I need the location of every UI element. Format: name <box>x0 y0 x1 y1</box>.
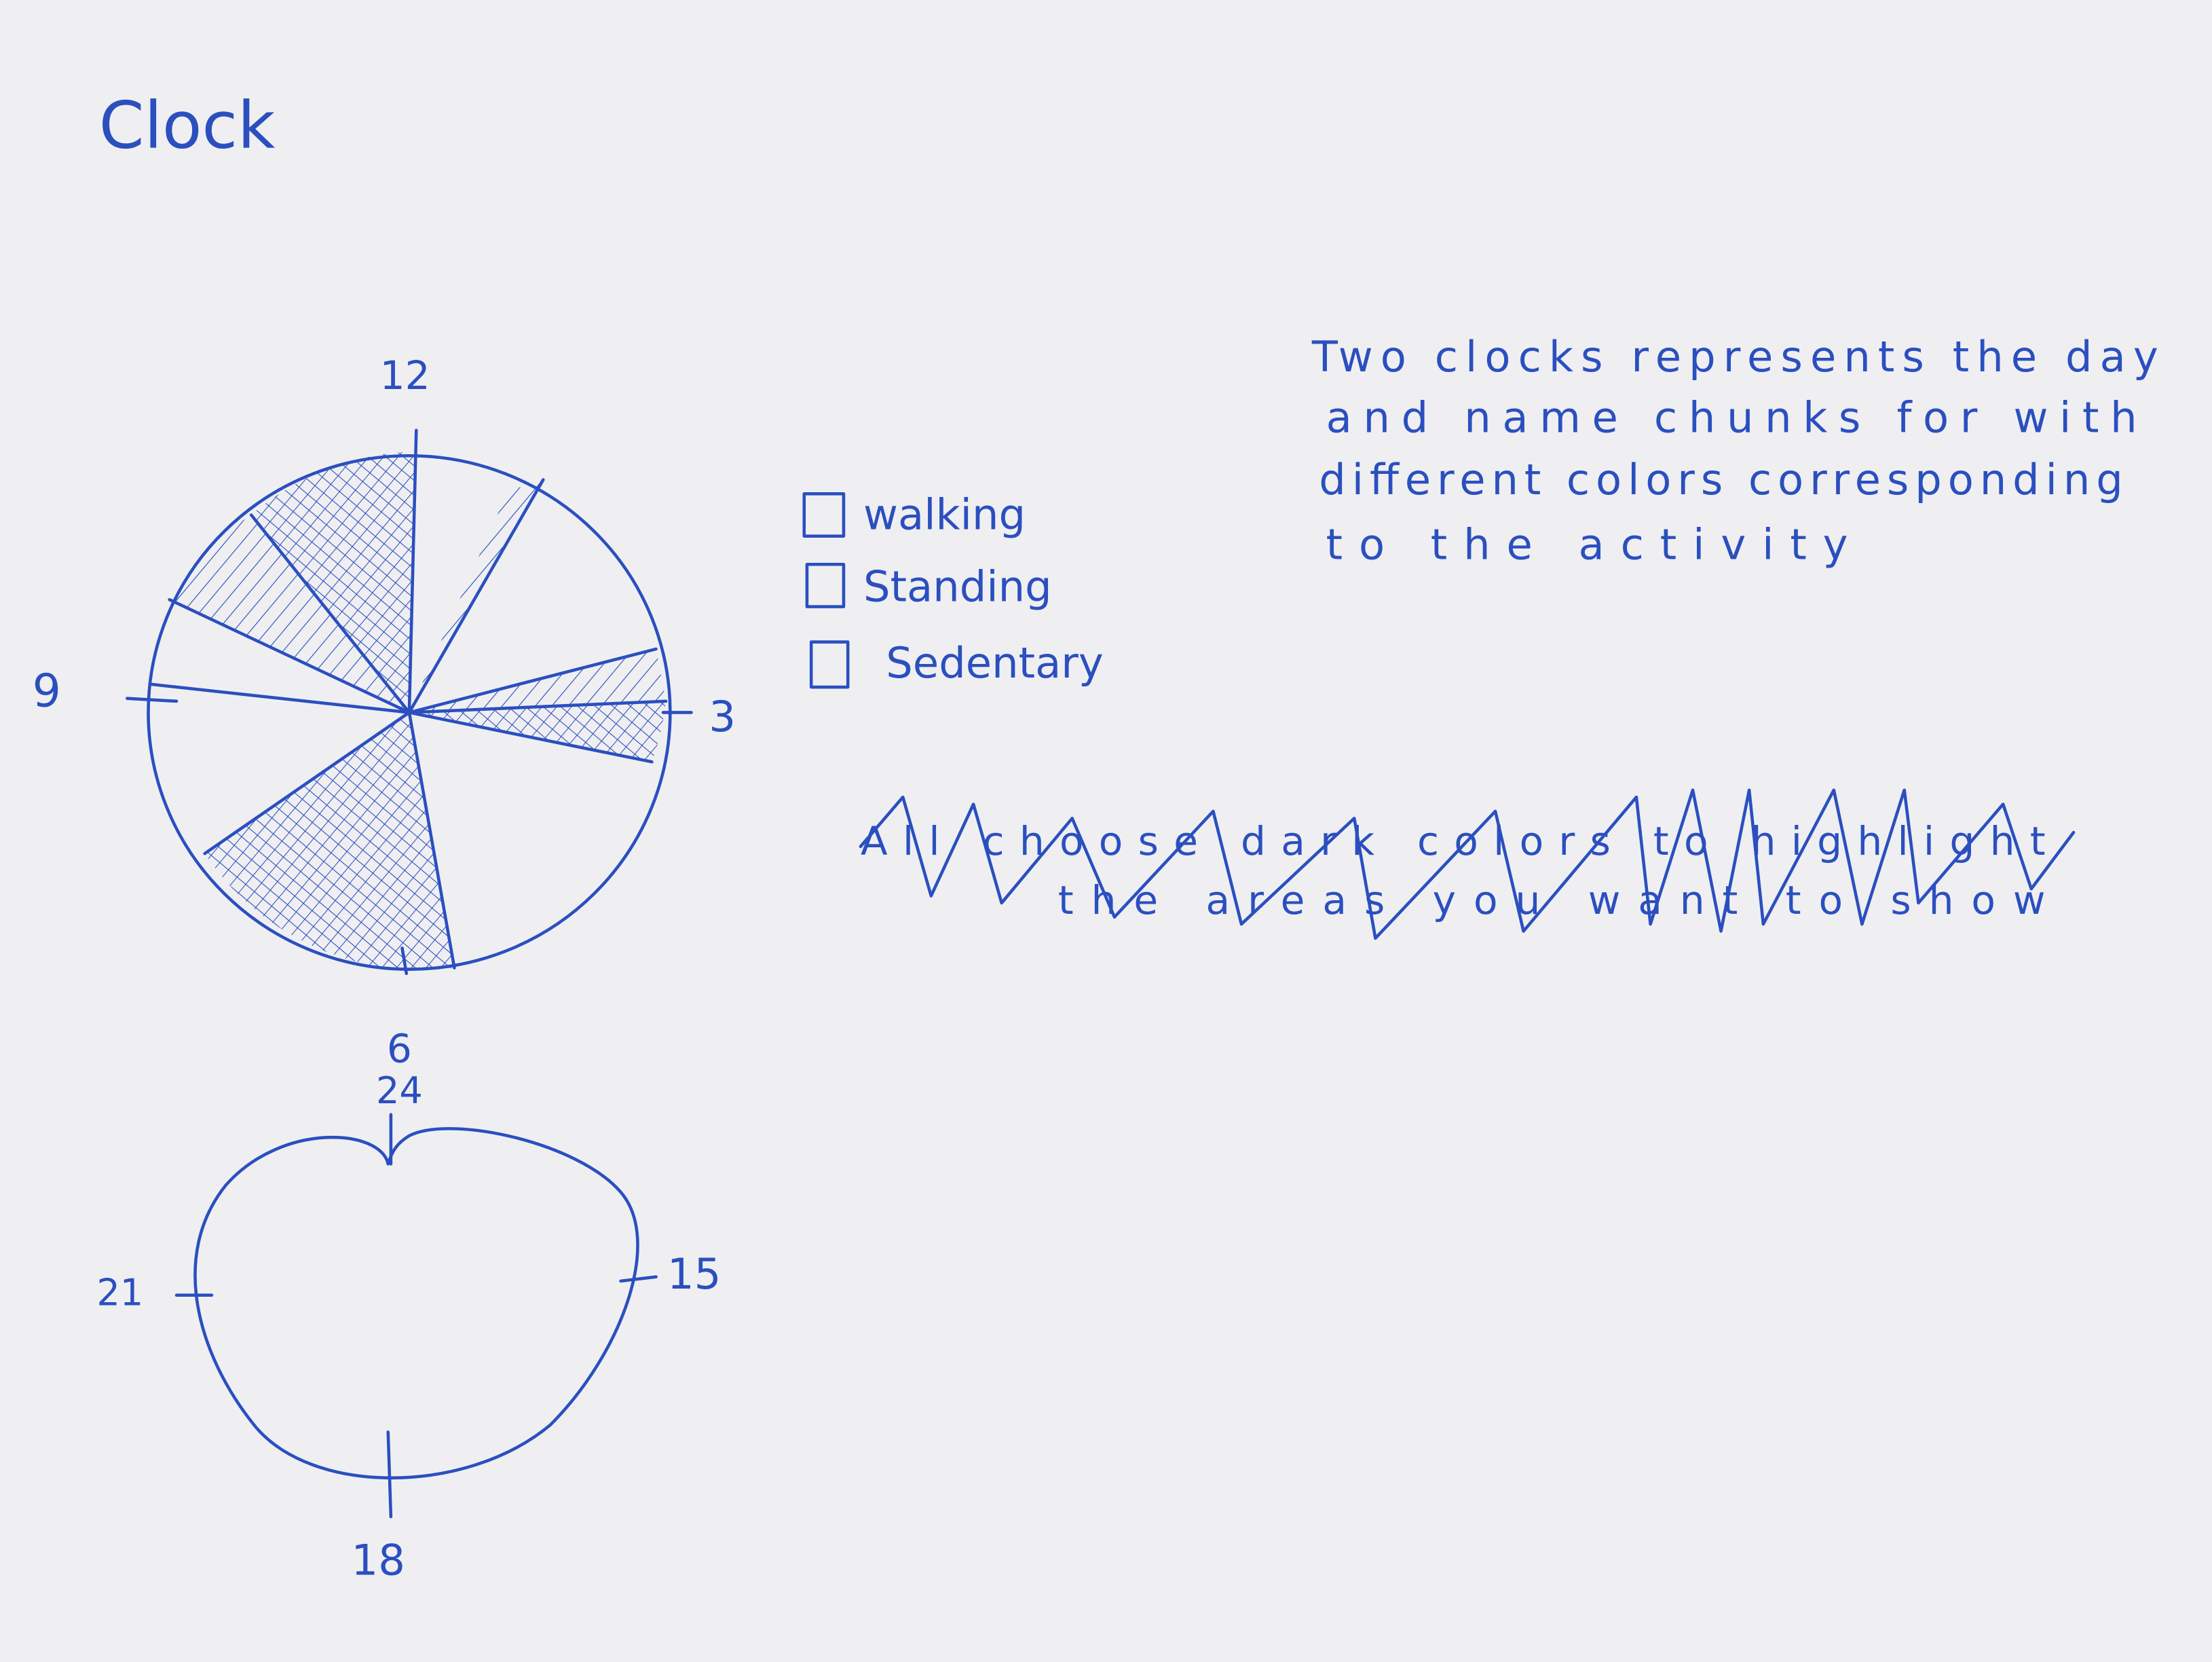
clock-label: 12 <box>380 352 430 399</box>
legend-label: Sedentary <box>886 638 1103 688</box>
clock-label: 3 <box>709 692 736 741</box>
standing-wedge <box>169 515 409 713</box>
walking-wedge <box>409 701 667 762</box>
crossed-out-note: All choose dark colors to highlight the … <box>859 788 2076 940</box>
legend-swatch <box>805 562 846 608</box>
clock-lines <box>174 1113 658 1519</box>
legend-swatch <box>802 492 846 538</box>
note-line: Two clocks represents the day <box>1311 332 2158 382</box>
legend-label: walking <box>863 490 1026 540</box>
note-line: and name chunks for with <box>1326 392 2137 442</box>
clock-label: 6 <box>387 1025 412 1071</box>
note: Two clocks represents the day and name c… <box>1311 332 2158 569</box>
clock-2: 24 15 18 21 <box>97 1069 721 1585</box>
legend-swatch <box>809 640 850 689</box>
walking-wedge <box>251 451 417 713</box>
crossed-note-line: the areas you want to show <box>1058 877 2046 923</box>
clock-lines <box>126 428 693 976</box>
clock-face <box>193 1127 639 1479</box>
walking-wedge <box>204 712 455 970</box>
clock-label: 21 <box>97 1271 144 1314</box>
clock-label: 15 <box>667 1249 721 1299</box>
page-title: Clock <box>99 88 276 164</box>
scribble <box>859 788 2076 940</box>
legend: walking Standing Sedentary <box>802 490 1104 689</box>
clock-label: 24 <box>376 1069 423 1112</box>
note-line: different colors corresponding <box>1319 455 2123 504</box>
clock-label: 18 <box>352 1536 405 1585</box>
clock-1: 12 3 6 9 <box>33 352 736 1071</box>
clock-label: 9 <box>33 664 61 717</box>
legend-label: Standing <box>863 562 1052 612</box>
note-line: to the activity <box>1326 519 1848 569</box>
